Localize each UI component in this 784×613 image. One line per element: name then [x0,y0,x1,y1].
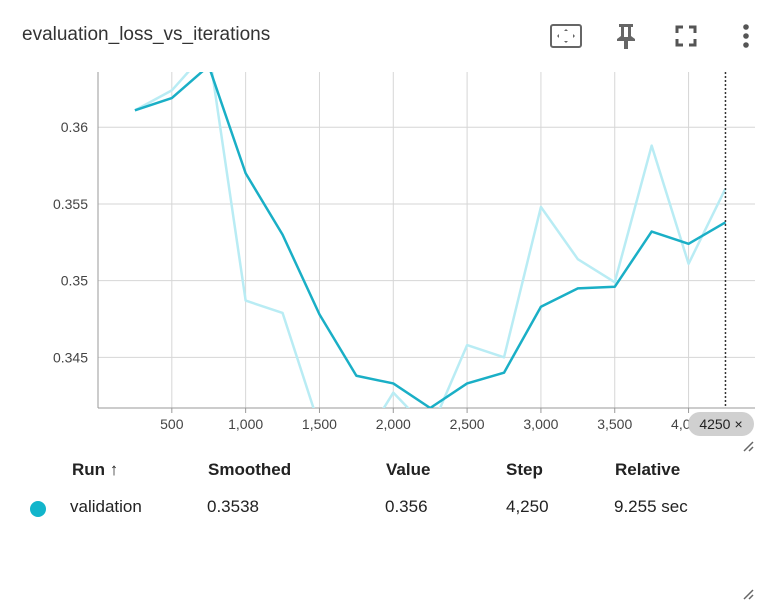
fullscreen-icon [674,24,698,48]
x-tick-label: 500 [160,416,184,432]
y-tick-label: 0.345 [53,349,88,365]
pin-icon [614,21,638,51]
fullscreen-button[interactable] [668,18,704,54]
y-tick-label: 0.35 [61,273,88,289]
cursor-step-label: 4250 [699,416,730,432]
x-tick-label: 1,500 [302,416,337,432]
smoothed-value: 0.3538 [207,497,259,517]
run-color-dot [30,501,46,517]
more-vert-icon [741,23,751,49]
close-icon[interactable]: × [734,416,742,432]
series-line-smoothed [135,66,726,408]
pin-button[interactable] [608,18,644,54]
line-chart[interactable]: 5001,0001,5002,0002,5003,0003,5004,0000.… [0,60,784,440]
fit-domain-icon [549,23,583,49]
y-tick-label: 0.355 [53,196,88,212]
x-tick-label: 1,000 [228,416,263,432]
chart-title: evaluation_loss_vs_iterations [22,24,270,46]
column-header-relative[interactable]: Relative [615,460,680,480]
series-line-raw [135,60,726,440]
column-header-step[interactable]: Step [506,460,543,480]
x-tick-label: 3,000 [523,416,558,432]
resize-handle-icon[interactable] [742,588,754,600]
y-tick-label: 0.36 [61,119,88,135]
column-header-run[interactable]: Run ↑ [72,460,118,480]
column-header-smoothed[interactable]: Smoothed [208,460,291,480]
x-tick-label: 2,500 [450,416,485,432]
fit-domain-button[interactable] [548,18,584,54]
x-tick-label: 3,500 [597,416,632,432]
relative-time: 9.255 sec [614,497,688,517]
step-value: 4,250 [506,497,549,517]
resize-handle-icon[interactable] [742,440,754,452]
x-tick-label: 2,000 [376,416,411,432]
run-name: validation [70,497,142,517]
raw-value: 0.356 [385,497,428,517]
more-options-button[interactable] [728,18,764,54]
cursor-step-chip[interactable]: 4250 × [688,412,754,436]
column-header-value[interactable]: Value [386,460,430,480]
